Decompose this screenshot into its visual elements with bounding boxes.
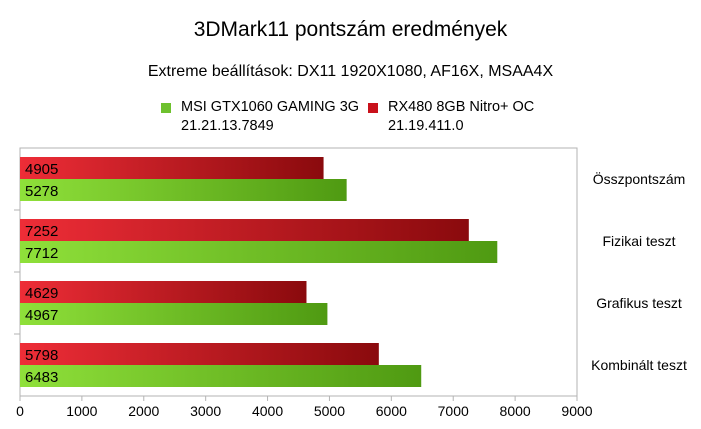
bar-rx480-8gb-nitro-oc-grafikus-teszt [20,281,307,303]
bar-value-label: 7252 [25,223,58,240]
bar-msi-gtx1060-gaming-3g-fizikai-teszt [20,241,498,263]
bar-rx480-8gb-nitro-oc-fizikai-teszt [20,219,469,241]
bar-value-label: 4967 [25,307,58,324]
chart-subtitle: Extreme beállítások: DX11 1920X1080, AF1… [147,63,554,80]
x-tick-label: 6000 [376,403,407,419]
category-label-grafikus-teszt: Grafikus teszt [596,295,682,311]
bar-msi-gtx1060-gaming-3g-grafikus-teszt [20,303,328,325]
legend-label-gtx1060: MSI GTX1060 GAMING 3G [181,99,360,115]
bar-value-label: 4905 [25,161,58,178]
x-tick-label: 9000 [561,403,592,419]
x-tick-label: 4000 [252,403,283,419]
bar-msi-gtx1060-gaming-3g-kombinalt-teszt [20,365,422,387]
x-tick-label: 7000 [438,403,469,419]
category-label-fizikai-teszt: Fizikai teszt [602,233,675,249]
x-tick-label: 1000 [66,403,97,419]
x-tick-label: 0 [16,403,24,419]
bar-value-label: 5278 [25,183,58,200]
chart-title: 3DMark11 pontszám eredmények [193,18,508,41]
bar-value-label: 4629 [25,285,58,302]
bar-msi-gtx1060-gaming-3g-osszpontszam [20,179,347,201]
x-tick-label: 8000 [500,403,531,419]
category-label-kombinalt-teszt: Kombinált teszt [591,357,687,373]
bar-rx480-8gb-nitro-oc-osszpontszam [20,157,324,179]
legend-swatch-rx480 [368,103,378,113]
x-tick-label: 2000 [128,403,159,419]
category-label-osszpontszam: Összpontszám [593,170,686,187]
legend-label-rx480: RX480 8GB Nitro+ OC [388,99,535,115]
x-tick-label: 5000 [314,403,345,419]
legend-swatch-gtx1060 [161,103,171,113]
x-tick-label: 3000 [190,403,221,419]
bar-value-label: 6483 [25,369,58,386]
bar-value-label: 5798 [25,347,58,364]
bar-value-label: 7712 [25,245,58,262]
legend-sublabel-rx480: 21.19.411.0 [388,118,464,134]
legend-sublabel-gtx1060: 21.21.13.7849 [181,118,274,134]
bar-rx480-8gb-nitro-oc-kombinalt-teszt [20,343,379,365]
